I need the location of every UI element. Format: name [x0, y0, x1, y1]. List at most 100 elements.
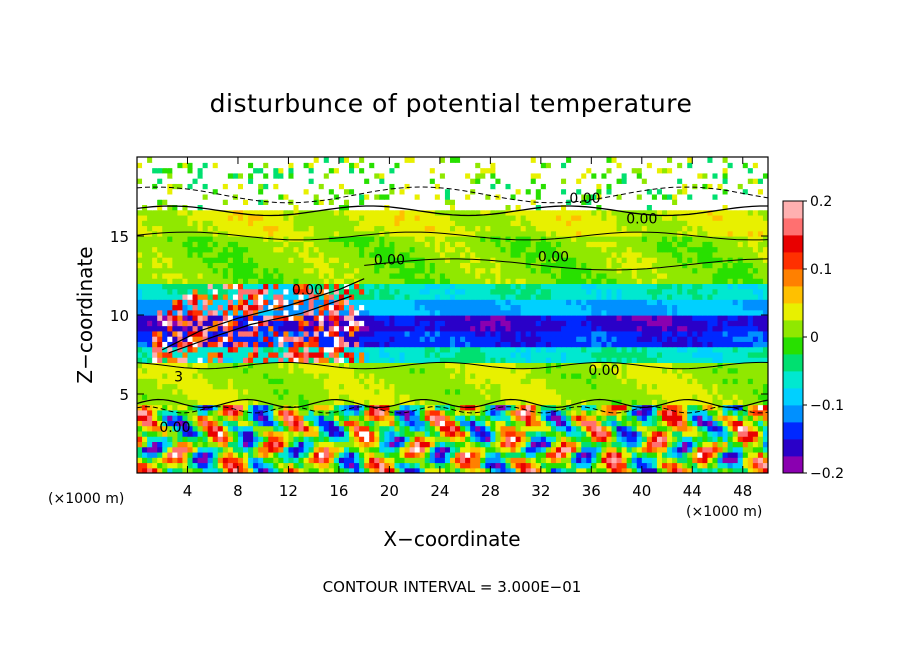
field-cell: [343, 272, 350, 279]
field-cell: [611, 420, 618, 427]
field-cell: [525, 278, 532, 284]
field-cell: [702, 409, 709, 416]
field-cell: [444, 415, 451, 421]
field-cell: [520, 357, 527, 363]
field-cell: [737, 399, 744, 406]
field-cell: [672, 378, 678, 385]
field-cell: [354, 293, 360, 300]
field-cell: [409, 288, 416, 295]
field-cell: [343, 325, 350, 332]
field-cell: [677, 288, 683, 295]
field-cell: [283, 315, 290, 321]
field-cell: [566, 441, 572, 448]
field-cell: [672, 351, 678, 358]
field-cell: [354, 283, 360, 290]
field-cell: [207, 309, 214, 316]
field-cell: [677, 420, 683, 427]
field-cell: [439, 346, 446, 353]
field-cell: [530, 262, 537, 269]
field-cell: [576, 378, 582, 385]
field-cell: [545, 446, 552, 453]
field-cell: [722, 409, 729, 416]
field-cell: [414, 467, 421, 473]
field-cell: [530, 446, 537, 453]
field-cell: [167, 341, 173, 348]
field-cell: [318, 293, 325, 300]
field-cell: [399, 372, 406, 379]
field-cell: [697, 399, 703, 406]
field-cell: [722, 441, 729, 448]
field-cell: [576, 336, 582, 342]
field-cell: [470, 394, 476, 400]
field-cell: [712, 362, 719, 369]
field-cell: [697, 425, 703, 432]
field-cell: [237, 262, 244, 269]
field-cell: [626, 420, 633, 427]
field-cell: [717, 388, 724, 395]
field-cell: [677, 267, 683, 274]
field-cell: [308, 404, 315, 411]
field-cell: [500, 320, 507, 327]
field-cell: [263, 299, 269, 306]
field-cell: [455, 394, 461, 400]
field-cell: [434, 357, 441, 363]
field-cell: [167, 346, 173, 353]
field-cell: [596, 462, 603, 469]
field-cell: [364, 430, 370, 437]
field-cell: [460, 283, 466, 290]
field-cell: [227, 309, 234, 316]
field-cell: [485, 451, 491, 458]
field-cell: [621, 325, 628, 332]
field-cell: [722, 315, 729, 321]
field-cell: [742, 399, 749, 406]
field-cell: [313, 262, 320, 269]
field-cell: [152, 430, 158, 437]
field-cell: [318, 309, 325, 316]
field-cell: [485, 441, 491, 448]
field-cell: [253, 278, 259, 284]
field-cell: [525, 404, 532, 411]
field-cell: [722, 293, 729, 300]
field-cell: [515, 409, 522, 416]
field-cell: [712, 378, 719, 385]
field-cell: [672, 388, 678, 395]
field-cell: [253, 467, 259, 473]
field-cell: [419, 399, 426, 406]
field-cell: [338, 367, 345, 374]
field-cell: [465, 378, 471, 385]
field-cell: [293, 362, 300, 369]
field-cell: [707, 272, 714, 279]
field-cell: [500, 278, 507, 284]
field-cell: [667, 378, 673, 385]
field-cell: [394, 388, 401, 395]
field-cell: [263, 278, 269, 284]
field-cell: [656, 299, 663, 306]
field-cell: [288, 288, 295, 295]
field-cell: [172, 299, 178, 306]
field-cell: [712, 272, 719, 279]
field-cell: [495, 446, 502, 453]
field-cell: [343, 267, 350, 274]
field-cell: [485, 304, 491, 311]
field-cell: [414, 351, 421, 358]
field-cell: [243, 351, 249, 358]
field-cell: [142, 425, 148, 432]
field-cell: [470, 304, 476, 311]
field-cell: [752, 415, 759, 421]
field-cell: [697, 451, 703, 458]
field-cell: [429, 299, 436, 306]
field-cell: [439, 315, 446, 321]
field-cell: [697, 409, 703, 416]
field-cell: [470, 446, 476, 453]
field-cell: [243, 367, 249, 374]
field-cell: [303, 446, 310, 453]
field-cell: [217, 451, 224, 458]
field-cell: [621, 278, 628, 284]
field-cell: [727, 378, 734, 385]
field-cell: [646, 341, 653, 348]
field-cell: [742, 341, 749, 348]
field-cell: [384, 304, 390, 311]
field-cell: [661, 320, 668, 327]
field-cell: [359, 293, 365, 300]
field-cell: [475, 336, 481, 342]
